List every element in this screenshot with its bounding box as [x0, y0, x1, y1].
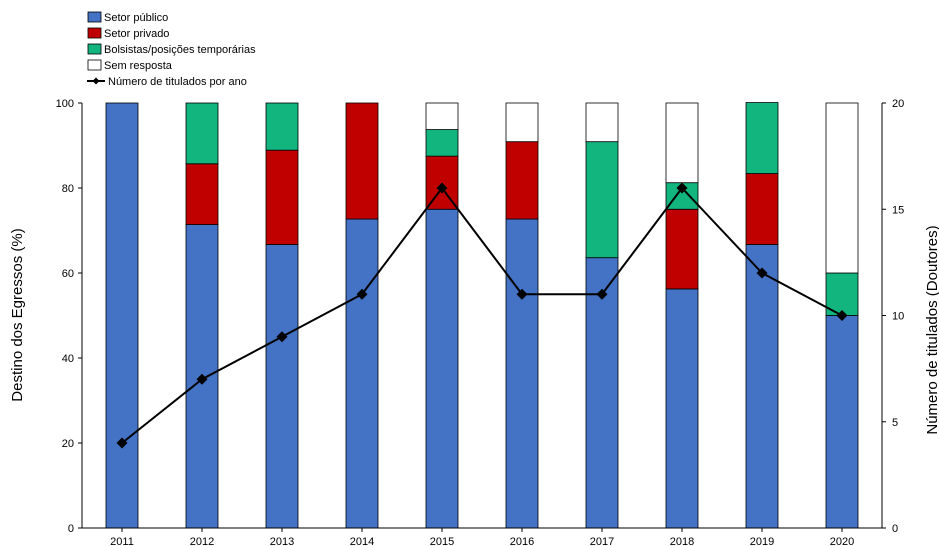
legend: Setor público Setor privado Bolsistas/posi…	[87, 11, 256, 88]
bar-2015-series-3	[425, 102, 459, 130]
x-tick-label: 2016	[510, 536, 534, 546]
bar-2019-series-1	[745, 173, 779, 245]
bar-2013-series-0	[265, 244, 299, 529]
y-axis-right-title: Número de titulados (Doutores)	[924, 225, 939, 434]
x-tick-label: 2014	[350, 536, 374, 546]
line-point-2016	[516, 288, 528, 300]
x-tick-label: 2018	[670, 536, 694, 546]
x-tick-label: 2015	[430, 536, 454, 546]
y-tick-label: 60	[62, 268, 74, 280]
line-path	[121, 186, 843, 444]
line-point-2011	[116, 437, 128, 449]
bar-2020-series-0	[825, 315, 859, 529]
bar-2020-series-2	[825, 272, 859, 316]
legend-label-0: Setor público	[104, 12, 168, 24]
line-point-2018	[676, 182, 688, 194]
x-tick-label: 2017	[590, 536, 614, 546]
legend-label-1: Setor privado	[104, 28, 169, 40]
bar-2014-series-1	[345, 102, 379, 220]
x-tick-label: 2013	[270, 536, 294, 546]
bar-2015-series-2	[425, 129, 459, 157]
bar-2014-series-0	[345, 218, 379, 529]
y-tick-label: 0	[68, 523, 74, 535]
y-tick-label: 20	[62, 438, 74, 450]
bar-2013-series-1	[265, 149, 299, 245]
line-series	[116, 182, 848, 449]
line-point-2014	[356, 288, 368, 300]
bar-2015-series-0	[425, 208, 459, 529]
legend-label-3: Sem resposta	[104, 60, 173, 72]
x-tick-label: 2012	[190, 536, 214, 546]
bar-2016-series-0	[505, 218, 539, 529]
bar-2011-series-0	[105, 102, 139, 529]
bar-2018-series-2	[665, 182, 699, 210]
line-point-2013	[276, 331, 288, 343]
line-point-2017	[596, 288, 608, 300]
line-point-2012	[196, 373, 208, 385]
legend-line-marker	[92, 77, 100, 85]
x-tick-label: 2011	[110, 536, 134, 546]
y-right-tick-label: 15	[892, 204, 904, 216]
legend-swatch-3	[87, 59, 102, 71]
bar-2017-series-3	[585, 102, 619, 143]
bar-2019-series-2	[745, 102, 779, 174]
y-tick-label: 40	[62, 353, 74, 365]
bar-2018-series-3	[665, 102, 699, 184]
bar-2019-series-0	[745, 244, 779, 529]
legend-swatch-1	[87, 27, 102, 39]
y-tick-label: 100	[56, 98, 74, 110]
x-tick-label: 2019	[750, 536, 774, 546]
bar-2013-series-2	[265, 102, 299, 151]
line-point-2019	[756, 267, 768, 279]
bar-2012-series-2	[185, 102, 219, 165]
y-right-tick-label: 5	[892, 417, 898, 429]
y-tick-label: 80	[62, 183, 74, 195]
y-right-tick-label: 0	[892, 523, 898, 535]
bar-2016-series-3	[505, 102, 539, 143]
y-axis-title: Destino dos Egressos (%)	[9, 228, 26, 401]
line-point-2015	[436, 182, 448, 194]
axes: 0 20 40 60 80 100 0 5 10 15 20 2011 2012 2013 2014 2015…	[56, 98, 905, 546]
x-tick-label: 2020	[830, 536, 854, 546]
y-right-tick-label: 10	[892, 311, 904, 323]
legend-label-line: Número de titulados por ano	[108, 76, 247, 88]
legend-swatch-2	[87, 43, 102, 55]
bar-2020-series-3	[825, 102, 859, 274]
bar-2016-series-1	[505, 141, 539, 220]
bar-2017-series-2	[585, 141, 619, 259]
y-right-tick-label: 20	[892, 98, 904, 110]
legend-label-2: Bolsistas/posições temporárias	[104, 44, 256, 56]
bar-2018-series-1	[665, 208, 699, 290]
bars	[105, 102, 859, 529]
legend-swatch-0	[87, 11, 102, 23]
bar-2018-series-0	[665, 288, 699, 529]
bar-2012-series-1	[185, 163, 219, 225]
line-point-2020	[836, 310, 848, 321]
